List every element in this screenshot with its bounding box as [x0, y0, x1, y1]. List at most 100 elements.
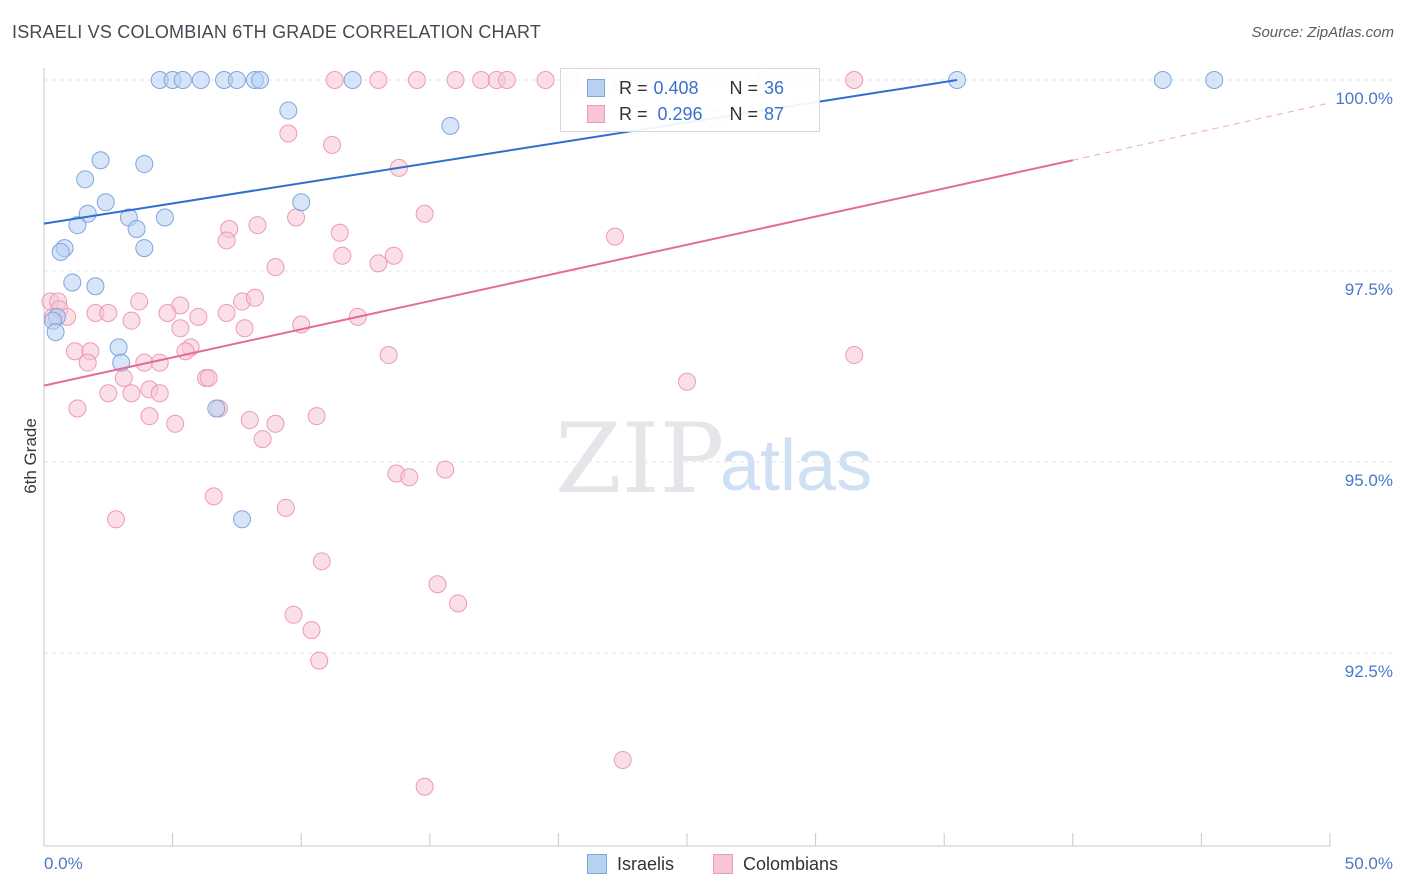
israelis-point	[1153, 71, 1172, 89]
colombians-point	[68, 399, 87, 418]
colombians-point	[333, 246, 352, 265]
israelis-n-value: 36	[764, 77, 785, 98]
colombians-point	[189, 307, 208, 326]
israelis-point	[155, 208, 174, 227]
colombians-point	[287, 208, 306, 227]
israelis-r-value: 0.408	[653, 77, 699, 98]
colombians-point	[150, 384, 169, 403]
colombians-point	[678, 372, 696, 391]
colombians-point	[446, 71, 465, 89]
colombians-point	[171, 319, 190, 338]
watermark-atlas: atlas	[720, 426, 872, 506]
israelis-point	[76, 170, 95, 189]
israelis-point	[441, 116, 460, 135]
israelis-point	[63, 273, 82, 292]
colombians-point	[150, 353, 169, 372]
y-tick-label: 95.0%	[1345, 471, 1393, 490]
colombians-point	[428, 575, 447, 594]
legend-row-israelis: R = 0.408 N = 36	[587, 77, 784, 99]
colombians-point	[217, 231, 236, 250]
colombians-point	[122, 311, 141, 330]
colombians-legend-swatch	[713, 854, 733, 874]
israelis-point	[251, 71, 270, 89]
colombians-point	[449, 594, 468, 613]
colombians-n-value: 87	[764, 103, 785, 124]
colombians-point	[369, 71, 388, 89]
colombians-point	[114, 368, 133, 387]
legend-item-israelis[interactable]: Israelis	[587, 852, 674, 876]
colombians-trend-line	[43, 159, 1074, 387]
legend-row-colombians: R = 0.296 N = 87	[587, 103, 784, 125]
israelis-point	[86, 277, 105, 296]
colombians-point	[235, 319, 254, 338]
colombians-point	[497, 71, 516, 89]
colombians-point	[284, 605, 303, 624]
colombians-point	[323, 135, 342, 154]
colombians-swatch	[587, 105, 605, 123]
colombians-point	[845, 346, 864, 365]
y-tick-label: 97.5%	[1345, 280, 1393, 299]
n-label: N =	[729, 77, 759, 98]
israelis-trend-line	[43, 79, 958, 225]
colombians-point	[325, 71, 344, 89]
israelis-point	[173, 71, 192, 89]
israelis-point	[1205, 71, 1224, 89]
colombians-point	[240, 410, 259, 429]
y-axis-label: 6th Grade	[21, 418, 40, 494]
watermark: ZIP atlas	[555, 403, 872, 515]
colombians-point	[845, 71, 864, 89]
israelis-swatch	[587, 79, 605, 97]
chart-title: ISRAELI VS COLOMBIAN 6TH GRADE CORRELATI…	[12, 22, 542, 42]
colombians-point	[158, 304, 177, 323]
colombians-point	[248, 216, 267, 235]
y-tick-labels: 100.0% 97.5% 95.0% 92.5%	[1335, 89, 1393, 681]
colombians-point	[310, 651, 329, 670]
colombians-point	[204, 487, 223, 506]
israelis-point	[227, 71, 246, 89]
colombians-trend-extension	[1072, 102, 1331, 161]
x-tick-label-max: 50.0%	[1345, 854, 1393, 873]
colombians-point	[199, 368, 218, 387]
colombians-point	[536, 71, 555, 89]
colombians-point	[472, 71, 491, 89]
israelis-points	[44, 71, 1224, 529]
colombians-point	[130, 292, 149, 311]
israelis-point	[96, 193, 115, 212]
israelis-point	[343, 71, 362, 89]
colombians-point	[330, 223, 349, 242]
israelis-point	[109, 338, 128, 357]
legend-item-colombians[interactable]: Colombians	[713, 852, 838, 876]
israelis-point	[91, 151, 110, 170]
colombians-point	[253, 430, 272, 449]
colombians-point	[266, 414, 285, 433]
colombians-point	[415, 777, 434, 796]
x-tick-label-min: 0.0%	[44, 854, 83, 873]
colombians-point	[302, 621, 321, 640]
colombians-point	[78, 353, 97, 372]
gridlines	[44, 79, 1395, 654]
colombians-point	[122, 384, 141, 403]
israelis-point	[191, 71, 210, 89]
colombians-point	[99, 304, 118, 323]
israelis-point	[135, 155, 154, 174]
colombians-point	[400, 468, 419, 487]
israelis-point	[292, 193, 311, 212]
colombians-point	[613, 750, 632, 769]
colombians-point	[307, 407, 326, 426]
colombians-point	[384, 246, 403, 265]
n-label: N =	[729, 103, 759, 124]
colombians-point	[245, 288, 264, 307]
colombians-point	[436, 460, 455, 479]
israelis-legend-label: Israelis	[617, 853, 675, 874]
israelis-point	[51, 242, 70, 261]
israelis-point	[135, 239, 154, 258]
y-tick-label: 92.5%	[1345, 662, 1393, 681]
colombians-point	[379, 346, 398, 365]
colombians-point	[99, 384, 118, 403]
source-label: Source: ZipAtlas.com	[1251, 24, 1394, 41]
colombians-point	[107, 510, 126, 529]
colombians-point	[176, 342, 195, 361]
colombians-point	[312, 552, 331, 571]
israelis-point	[127, 219, 146, 238]
